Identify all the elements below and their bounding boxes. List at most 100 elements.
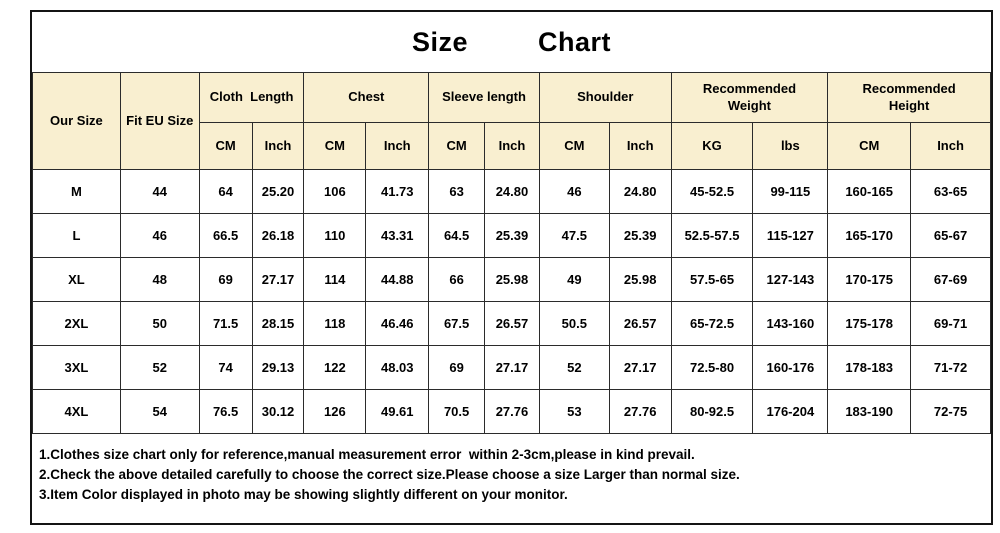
size-cell: 48.03 — [365, 345, 430, 390]
size-table-header: Our Size Fit EU Size Cloth Length Chest … — [32, 72, 991, 170]
size-cell: 52 — [538, 345, 610, 390]
size-cell: 25.39 — [608, 213, 672, 258]
unit-header-sleeve-inch: Inch — [484, 122, 540, 170]
size-cell: 50 — [119, 301, 200, 346]
size-cell: 46 — [538, 169, 610, 214]
size-table-body: M 44 64 25.20 106 41.73 63 24.80 46 24.80 45-52.5 9… — [32, 169, 991, 434]
size-cell: 76.5 — [198, 389, 253, 434]
chart-title-word1: Size — [411, 26, 468, 57]
size-cell: 126 — [303, 389, 367, 434]
col-header-fit-eu-size: Fit EU Size — [119, 72, 200, 170]
size-cell: 175-178 — [827, 301, 912, 346]
note-line-1: 1.Clothes size chart only for reference,… — [39, 447, 695, 462]
size-cell: 64 — [198, 169, 253, 214]
unit-header-shoulder-inch: Inch — [608, 122, 672, 170]
size-cell: 43.31 — [365, 213, 430, 258]
size-cell: 44.88 — [365, 257, 430, 302]
unit-header-cloth-cm: CM — [198, 122, 253, 170]
size-cell: 54 — [119, 389, 200, 434]
size-cell: 49.61 — [365, 389, 430, 434]
size-cell: 25.98 — [484, 257, 540, 302]
size-cell: 72.5-80 — [670, 345, 754, 390]
size-cell: 27.17 — [608, 345, 672, 390]
unit-header-chest-cm: CM — [303, 122, 367, 170]
size-cell: 66 — [428, 257, 486, 302]
size-cell: 67-69 — [910, 257, 991, 302]
unit-header-cloth-inch: Inch — [251, 122, 305, 170]
size-cell: XL — [32, 257, 121, 302]
note-line-2: 2.Check the above detailed carefully to … — [39, 467, 740, 482]
size-cell: 176-204 — [752, 389, 829, 434]
size-cell: 46.46 — [365, 301, 430, 346]
size-cell: 80-92.5 — [670, 389, 754, 434]
size-cell: 67.5 — [428, 301, 486, 346]
col-group-recommended-weight: Recommended Weight — [670, 72, 829, 123]
size-cell: 24.80 — [484, 169, 540, 214]
size-row: M 44 64 25.20 106 41.73 63 24.80 46 24.80 45-52.5 9… — [32, 169, 991, 214]
unit-header-height-inch: Inch — [910, 122, 991, 170]
size-table: Our Size Fit EU Size Cloth Length Chest … — [32, 72, 991, 434]
size-cell: 71-72 — [910, 345, 991, 390]
size-cell: 29.13 — [251, 345, 305, 390]
col-group-cloth-length: Cloth Length — [198, 72, 305, 123]
size-cell: 72-75 — [910, 389, 991, 434]
unit-header-weight-lbs: lbs — [752, 122, 829, 170]
size-cell: 69 — [428, 345, 486, 390]
size-cell: 99-115 — [752, 169, 829, 214]
size-row: 3XL 52 74 29.13 122 48.03 69 27.17 52 27.17 72.5-8… — [32, 345, 991, 390]
size-cell: 27.17 — [484, 345, 540, 390]
size-cell: 69 — [198, 257, 253, 302]
size-cell: 27.17 — [251, 257, 305, 302]
size-cell: 160-176 — [752, 345, 829, 390]
size-cell: 66.5 — [198, 213, 253, 258]
size-cell: 44 — [119, 169, 200, 214]
size-cell: 118 — [303, 301, 367, 346]
size-cell: 69-71 — [910, 301, 991, 346]
size-cell: 71.5 — [198, 301, 253, 346]
size-cell: 160-165 — [827, 169, 912, 214]
size-cell: 25.20 — [251, 169, 305, 214]
size-cell: 48 — [119, 257, 200, 302]
size-cell: 26.57 — [484, 301, 540, 346]
size-cell: 27.76 — [608, 389, 672, 434]
col-group-chest: Chest — [303, 72, 430, 123]
size-cell: 57.5-65 — [670, 257, 754, 302]
size-cell: M — [32, 169, 121, 214]
chart-title-word2: Chart — [538, 26, 612, 57]
size-cell: 122 — [303, 345, 367, 390]
size-cell: 64.5 — [428, 213, 486, 258]
size-cell: 183-190 — [827, 389, 912, 434]
size-row: 4XL 54 76.5 30.12 126 49.61 70.5 27.76 53 27.76 80… — [32, 389, 991, 434]
size-cell: 50.5 — [538, 301, 610, 346]
size-cell: 170-175 — [827, 257, 912, 302]
size-cell: 63-65 — [910, 169, 991, 214]
chart-title: Size Chart — [32, 12, 991, 72]
size-chart-panel: Size Chart Our Size Fit EU Size Cloth Le… — [30, 10, 993, 525]
size-cell: 49 — [538, 257, 610, 302]
size-cell: 47.5 — [538, 213, 610, 258]
size-cell: 26.57 — [608, 301, 672, 346]
unit-header-height-cm: CM — [827, 122, 912, 170]
col-group-recommended-height: Recommended Height — [827, 72, 991, 123]
size-cell: 28.15 — [251, 301, 305, 346]
size-cell: 46 — [119, 213, 200, 258]
col-group-sleeve-length: Sleeve length — [428, 72, 540, 123]
size-cell: 4XL — [32, 389, 121, 434]
size-cell: 65-72.5 — [670, 301, 754, 346]
size-cell: 25.39 — [484, 213, 540, 258]
size-cell: 114 — [303, 257, 367, 302]
size-cell: 2XL — [32, 301, 121, 346]
size-cell: L — [32, 213, 121, 258]
size-cell: 27.76 — [484, 389, 540, 434]
size-cell: 45-52.5 — [670, 169, 754, 214]
unit-header-shoulder-cm: CM — [538, 122, 610, 170]
size-cell: 115-127 — [752, 213, 829, 258]
col-group-shoulder: Shoulder — [538, 72, 672, 123]
size-cell: 41.73 — [365, 169, 430, 214]
size-cell: 110 — [303, 213, 367, 258]
size-cell: 65-67 — [910, 213, 991, 258]
size-cell: 52.5-57.5 — [670, 213, 754, 258]
size-cell: 70.5 — [428, 389, 486, 434]
size-cell: 143-160 — [752, 301, 829, 346]
unit-header-weight-kg: KG — [670, 122, 754, 170]
